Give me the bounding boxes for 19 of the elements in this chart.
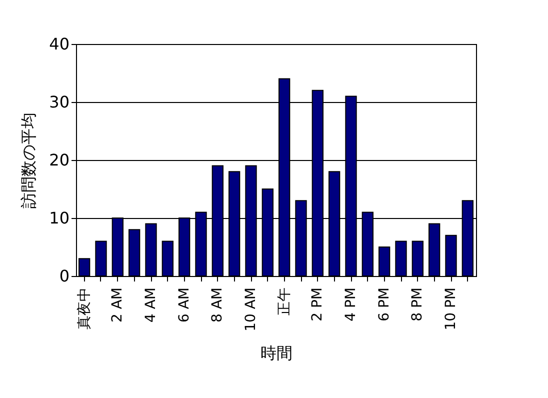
x-tick-label: 8 PM: [410, 288, 426, 322]
x-tick-label: 6 PM: [376, 288, 392, 322]
y-tick-label: 30: [49, 92, 70, 112]
x-tick-label: 真夜中: [76, 288, 92, 330]
y-tick-label: 10: [49, 208, 70, 228]
x-tick-label: 10 AM: [243, 288, 259, 332]
y-tick-label: 0: [59, 266, 70, 286]
x-tick-label: 4 PM: [343, 288, 359, 322]
x-tick-label: 6 AM: [176, 288, 192, 323]
x-tick-label: 10 PM: [443, 288, 459, 330]
y-tick-label: 40: [49, 34, 70, 54]
x-tick-label: 2 PM: [310, 288, 326, 322]
x-tick-label: 正午: [276, 288, 292, 316]
x-tick-label: 4 AM: [143, 288, 159, 323]
y-axis-title: 訪問数の平均: [19, 112, 38, 208]
x-axis-title: 時間: [260, 343, 292, 362]
y-tick-label: 20: [49, 150, 70, 170]
x-tick-label: 2 AM: [110, 288, 126, 323]
x-tick-label: 8 AM: [210, 288, 226, 323]
